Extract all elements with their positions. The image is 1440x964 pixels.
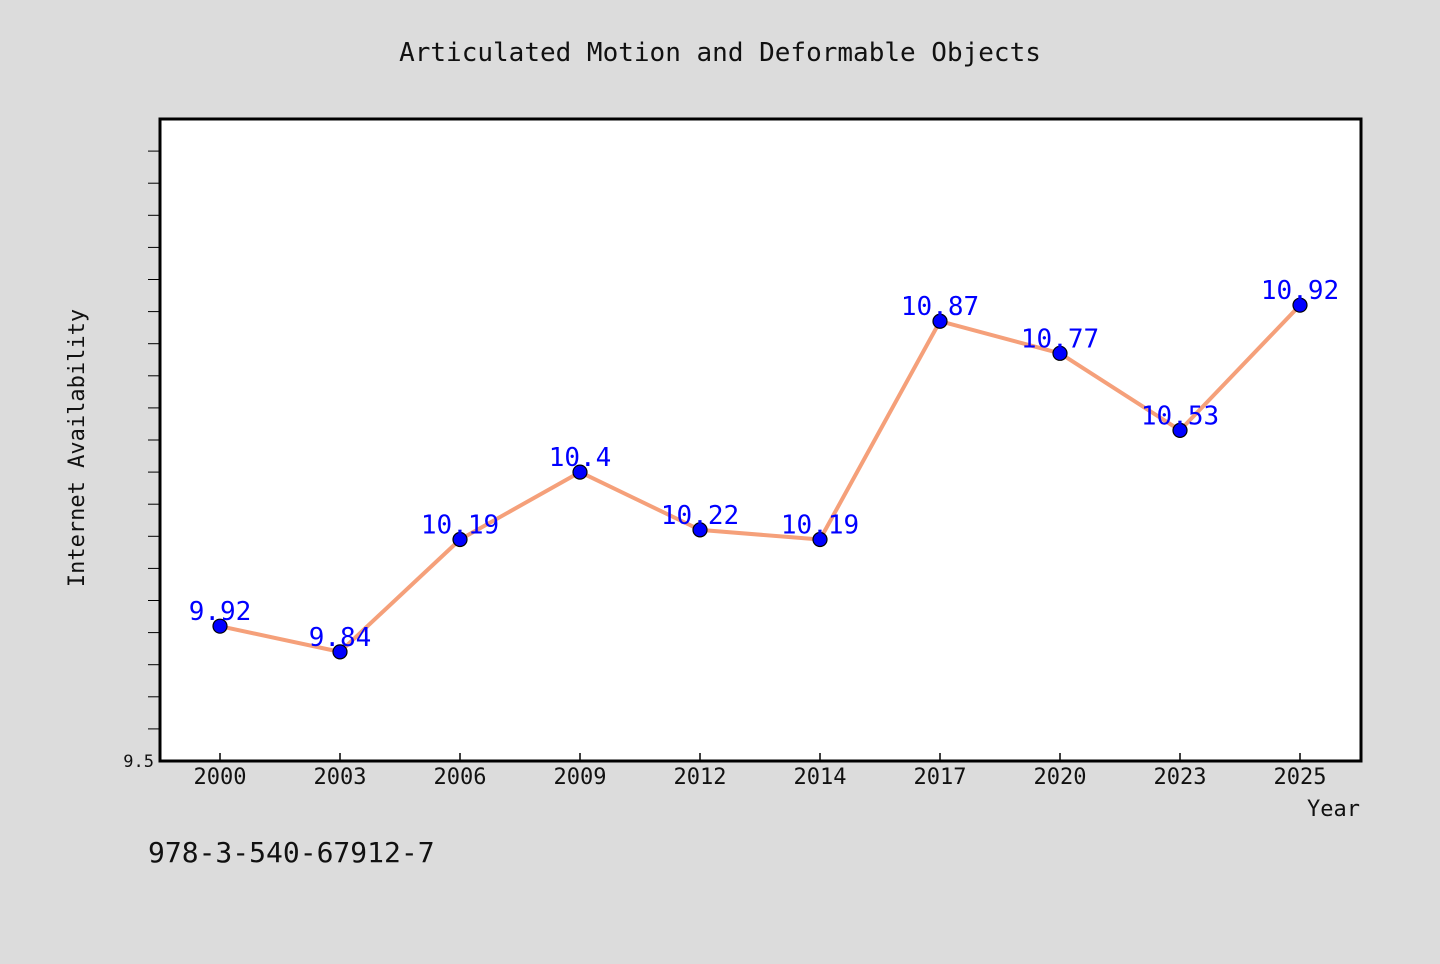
x-tick-label: 2025	[1274, 765, 1327, 790]
x-axis-ticks	[219, 753, 1301, 761]
data-point	[572, 464, 588, 480]
x-tick-label: 2012	[674, 765, 727, 790]
x-tick-label: 2014	[794, 765, 847, 790]
isbn-text: 978-3-540-67912-7	[148, 836, 435, 869]
data-label: 9.92	[189, 597, 252, 627]
data-label: 10.19	[421, 511, 499, 541]
data-label: 10.92	[1261, 276, 1339, 306]
data-point	[812, 531, 828, 548]
data-point	[1172, 422, 1188, 438]
data-label: 10.4	[549, 443, 612, 473]
data-point	[452, 531, 468, 548]
data-point	[332, 644, 348, 660]
y-axis-tick-labels: 9.5	[123, 752, 154, 772]
x-axis-tick-labels: 2000 2003 2006 2009 2012 2014 2017 2020 2023 2025	[194, 765, 1327, 790]
series-layer: 9.92 9.84 10.19 10.4 10.22 10.19 10.87 10.77 10.…	[189, 276, 1339, 660]
data-point	[692, 522, 708, 538]
x-tick-label: 2000	[194, 765, 247, 790]
x-tick-label: 2020	[1034, 765, 1087, 790]
y-axis-label: Internet Availability	[65, 309, 90, 587]
series-line	[219, 303, 1302, 654]
y-axis-ticks	[148, 150, 160, 730]
data-point	[1292, 297, 1308, 313]
x-tick-label: 2009	[554, 765, 607, 790]
x-axis-label: Year	[1307, 797, 1360, 822]
data-label: 10.77	[1021, 324, 1099, 354]
data-point	[932, 313, 948, 329]
chart-title: Articulated Motion and Deformable Object…	[399, 38, 1041, 68]
plot-area	[158, 117, 1363, 763]
data-label: 10.19	[781, 511, 859, 541]
data-label: 10.22	[661, 501, 739, 531]
x-tick-label: 2023	[1154, 765, 1207, 790]
data-point	[212, 618, 228, 634]
data-point	[1052, 345, 1068, 361]
data-label: 9.84	[309, 623, 372, 653]
data-label: 10.87	[901, 292, 979, 322]
x-tick-label: 2017	[914, 765, 967, 790]
x-tick-label: 2003	[314, 765, 367, 790]
data-label: 10.53	[1141, 401, 1219, 431]
y-tick-label: 9.5	[123, 752, 154, 772]
x-tick-label: 2006	[434, 765, 487, 790]
